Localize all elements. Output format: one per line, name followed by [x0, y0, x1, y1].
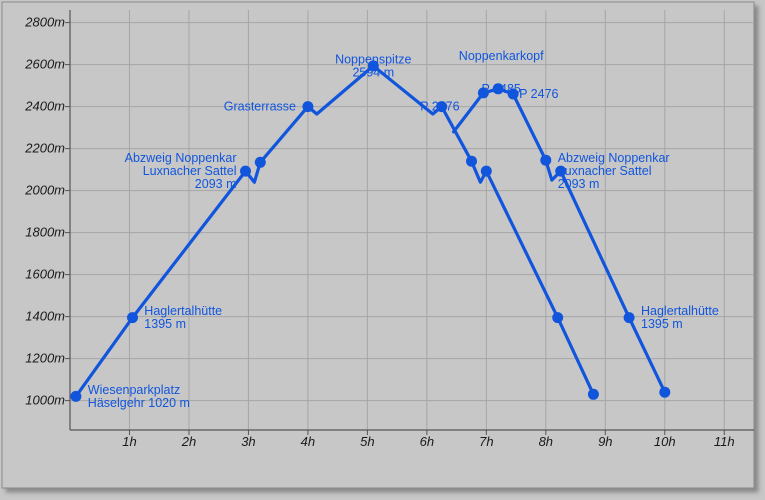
annotation-label: Noppenkarkopf	[459, 49, 544, 63]
data-point	[492, 83, 504, 95]
y-tick-label: 1000m	[25, 393, 65, 408]
annotation-label: Häselgehr 1020 m	[88, 396, 190, 410]
annotation-label: P 2476	[519, 87, 558, 101]
chart-frame	[1, 1, 755, 489]
data-point	[480, 165, 492, 177]
x-tick-label: 1h	[122, 434, 136, 449]
data-point	[302, 101, 314, 113]
y-tick-label: 1400m	[25, 309, 65, 324]
data-point	[587, 388, 599, 400]
data-point	[659, 386, 671, 398]
x-tick-label: 8h	[539, 434, 553, 449]
x-tick-label: 3h	[241, 434, 255, 449]
data-point	[254, 156, 266, 168]
series-group	[70, 60, 671, 402]
y-tick-label: 1200m	[25, 351, 65, 366]
data-point	[477, 87, 489, 99]
data-point	[540, 154, 552, 166]
annotation-label: Grasterrasse	[224, 100, 296, 114]
x-tick-label: 5h	[360, 434, 374, 449]
x-tick-label: 11h	[714, 434, 735, 449]
data-point	[623, 312, 635, 324]
y-tick-labels: 1000m 1200m 1400m 1600m 1800m 2000m 2200m 2400m…	[24, 15, 70, 408]
data-point	[552, 312, 564, 324]
data-point	[70, 390, 82, 402]
data-point	[240, 165, 251, 177]
annotation-label: Luxnacher Sattel	[558, 164, 652, 178]
x-tick-labels: 1h 2h 3h 4h 5h 6h 7h 8h 9h 10h 11h	[122, 430, 735, 449]
x-tick-label: 2h	[181, 434, 196, 449]
data-point	[466, 155, 477, 167]
y-tick-label: 2200m	[24, 141, 65, 156]
data-point	[555, 165, 567, 177]
annotation-label: Haglertalhütte	[641, 304, 719, 318]
y-tick-label: 2400m	[24, 99, 65, 114]
x-tick-label: 6h	[420, 434, 434, 449]
annotation-label: 1395 m	[144, 317, 186, 331]
annotation-label: 2093 m	[558, 177, 600, 191]
axes	[69, 10, 754, 431]
data-point	[367, 60, 379, 72]
annotation-label: Wiesenparkplatz	[88, 383, 180, 397]
annotation-label: Haglertalhütte	[144, 304, 222, 318]
y-tick-label: 2600m	[24, 57, 65, 72]
x-tick-label: 10h	[654, 434, 676, 449]
annotation-label: Abzweig Noppenkar	[125, 151, 237, 165]
data-point	[436, 101, 448, 113]
y-tick-label: 2000m	[24, 183, 65, 198]
annotation-label: Noppenspitze	[335, 52, 411, 66]
x-tick-label: 4h	[301, 434, 315, 449]
y-tick-label: 1600m	[25, 267, 65, 282]
x-tick-label: 9h	[598, 434, 612, 449]
annotation-label: P 2476	[420, 100, 459, 114]
annotation-label: 2093 m	[195, 177, 237, 191]
data-point	[127, 312, 138, 324]
annotation-label: Abzweig Noppenkar	[558, 151, 670, 165]
annotation-label: P 2485	[481, 82, 520, 96]
grid-lines	[70, 10, 754, 430]
data-point	[507, 88, 519, 100]
y-tick-label: 2800m	[24, 15, 65, 30]
annotation-label: 1395 m	[641, 317, 683, 331]
annotation-label: 2594 m	[352, 65, 394, 79]
annotation-label: Luxnacher Sattel	[143, 164, 237, 178]
y-tick-label: 1800m	[25, 225, 65, 240]
x-tick-label: 7h	[479, 434, 493, 449]
